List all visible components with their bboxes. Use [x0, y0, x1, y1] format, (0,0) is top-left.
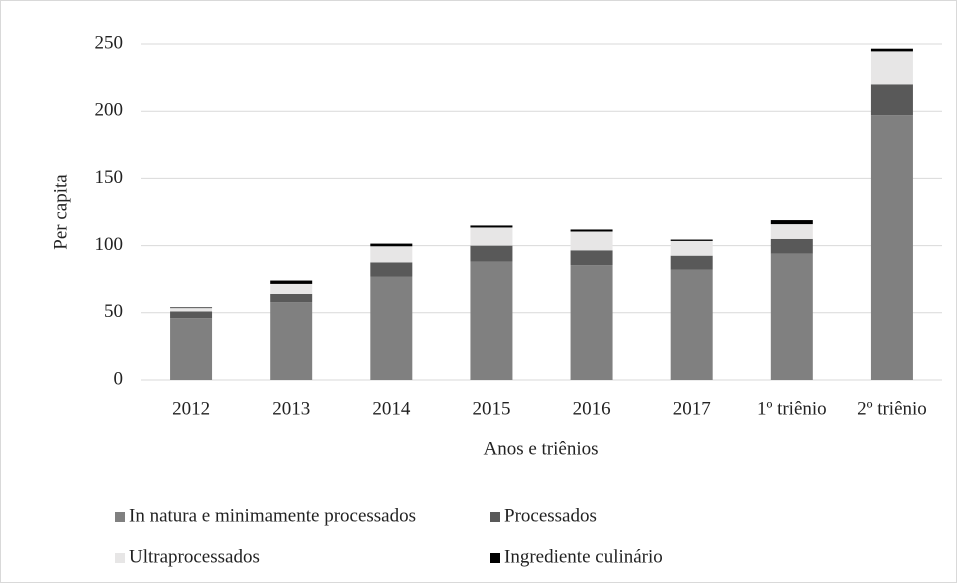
legend-swatch	[490, 553, 500, 563]
x-tick-label: 2016	[573, 398, 611, 419]
legend-label: In natura e minimamente processados	[129, 505, 416, 526]
legend-label: Ultraprocessados	[129, 546, 260, 567]
bar-segment	[770, 224, 813, 239]
bar-segment	[170, 308, 213, 312]
bar-segment	[370, 262, 413, 277]
legend-swatch	[490, 512, 500, 522]
bar-segment	[470, 245, 513, 262]
y-tick-label: 100	[95, 234, 124, 255]
bar-segment	[670, 269, 713, 380]
bar-segment	[770, 238, 813, 254]
x-tick-label: 2º triênio	[857, 398, 927, 419]
bar-segment	[870, 51, 913, 85]
bar-segment	[170, 311, 213, 319]
bar-segment	[770, 253, 813, 380]
bar-segment	[270, 283, 313, 294]
bar-segment	[670, 240, 713, 256]
x-tick-label: 1º triênio	[757, 398, 827, 419]
bar-segment	[270, 293, 313, 303]
bar-segment	[870, 115, 913, 381]
y-tick-label: 0	[114, 368, 124, 389]
x-tick-label: 2017	[673, 398, 711, 419]
bar-segment	[170, 307, 213, 309]
y-tick-label: 250	[95, 32, 124, 53]
bar-segment	[570, 265, 613, 380]
legend-swatch	[115, 512, 125, 522]
x-tick-label: 2015	[472, 398, 510, 419]
x-axis-title: Anos e triênios	[483, 438, 598, 459]
bar-segment	[570, 229, 613, 232]
bar-segment	[770, 220, 813, 225]
bar-segment	[270, 302, 313, 380]
legend-label: Processados	[504, 505, 597, 526]
legend-label: Ingrediente culinário	[504, 546, 663, 567]
bar-segment	[470, 261, 513, 380]
bar-segment	[570, 250, 613, 266]
bar-segment	[670, 239, 713, 241]
bar-segment	[370, 243, 413, 247]
x-tick-label: 2012	[172, 398, 210, 419]
y-axis-title: Per capita	[50, 174, 71, 250]
bar-segment	[470, 227, 513, 246]
bar-segment	[870, 84, 913, 116]
x-tick-label: 2014	[372, 398, 411, 419]
bar-segment	[870, 48, 913, 52]
y-tick-label: 200	[95, 100, 124, 121]
bar-segment	[370, 276, 413, 380]
legend-swatch	[115, 553, 125, 563]
y-tick-label: 50	[104, 301, 123, 322]
bar-segment	[170, 318, 213, 380]
bar-segment	[270, 280, 313, 284]
bar-segment	[470, 225, 513, 228]
bar-segment	[370, 246, 413, 263]
bar-segment	[570, 231, 613, 251]
x-tick-label: 2013	[272, 398, 310, 419]
y-tick-label: 150	[95, 167, 124, 188]
bar-segment	[670, 255, 713, 270]
